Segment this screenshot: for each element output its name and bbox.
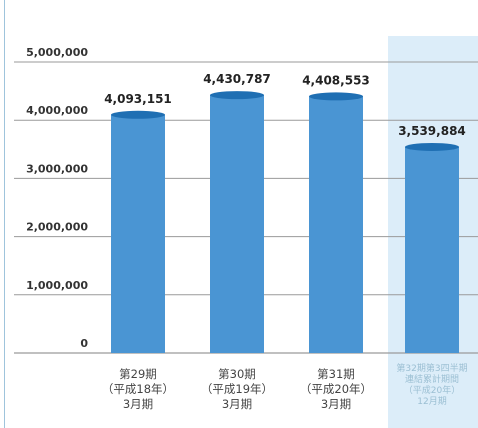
bar-value-label: 4,093,151 [104,92,172,106]
y-tick-label: 2,000,000 [26,221,88,234]
bar [210,95,264,353]
bar-value-label: 4,430,787 [203,72,271,86]
bar-value-label: 3,539,884 [398,124,466,138]
category-label: 3月期 [222,397,252,411]
category-label: 第29期 [119,367,157,381]
bar-cap [309,92,363,101]
category-label: （平成18年） [102,382,174,396]
y-tick-label: 4,000,000 [26,104,88,117]
bar-cap [405,142,459,151]
bar-cap [210,91,264,100]
category-label: 第32期第3四半期 [396,362,467,374]
bar [405,146,459,353]
category-label: （平成20年） [404,384,460,396]
bar-cap [111,110,165,119]
bar [111,114,165,353]
bar-value-label: 4,408,553 [302,73,370,87]
y-tick-label: 5,000,000 [26,46,88,59]
y-tick-label: 3,000,000 [26,162,88,175]
category-label: 第30期 [218,367,256,381]
category-label: 連結累計期間 [405,373,459,385]
category-label: 12月期 [417,396,446,407]
y-tick-label: 0 [80,337,88,350]
bar [309,96,363,354]
category-label: 第31期 [317,367,355,381]
category-label: （平成20年） [300,382,372,396]
chart-frame [4,0,478,428]
category-label: 3月期 [123,397,153,411]
y-tick-label: 1,000,000 [26,279,88,292]
category-label: 3月期 [321,397,351,411]
category-label: （平成19年） [201,382,273,396]
